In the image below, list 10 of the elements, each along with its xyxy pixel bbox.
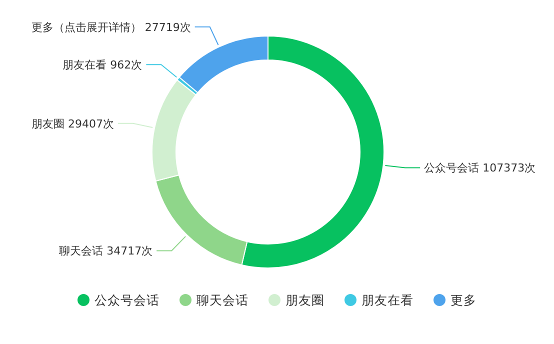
data-label: 朋友圈 29407次 bbox=[32, 117, 114, 130]
legend-label: 朋友圈 bbox=[286, 292, 324, 308]
data-label: 朋友在看 962次 bbox=[62, 58, 142, 72]
data-label: 聊天会话 34717次 bbox=[59, 244, 153, 258]
legend-label: 公众号会话 bbox=[94, 292, 160, 308]
legend-label: 朋友在看 bbox=[362, 292, 414, 308]
legend-label: 更多 bbox=[450, 292, 476, 308]
data-label: 更多（点击展开详情） 27719次 bbox=[31, 20, 191, 34]
data-label: 公众号会话 107373次 bbox=[424, 162, 536, 175]
legend-label: 聊天会话 bbox=[196, 292, 248, 308]
